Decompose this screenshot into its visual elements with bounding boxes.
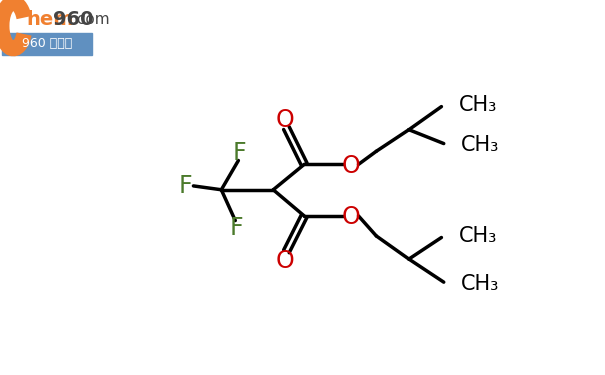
Text: F: F <box>179 174 192 198</box>
Text: .com: .com <box>73 12 110 27</box>
Text: CH₃: CH₃ <box>459 226 497 246</box>
Text: CH₃: CH₃ <box>461 135 499 155</box>
Text: F: F <box>233 141 247 165</box>
Text: O: O <box>341 154 360 178</box>
Text: O: O <box>275 108 294 132</box>
Text: O: O <box>275 249 294 273</box>
Text: 960 化工网: 960 化工网 <box>22 37 73 50</box>
Text: 960: 960 <box>53 10 94 29</box>
Text: O: O <box>341 206 360 230</box>
Text: F: F <box>230 216 244 240</box>
Text: CH₃: CH₃ <box>459 95 497 115</box>
Text: CH₃: CH₃ <box>461 274 499 294</box>
Bar <box>2 33 92 55</box>
Text: hem: hem <box>27 10 74 29</box>
